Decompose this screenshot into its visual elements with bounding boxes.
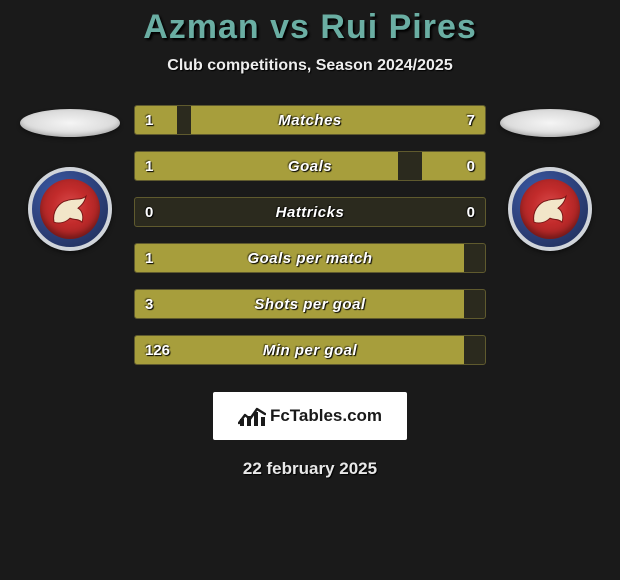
stat-label: Goals per match (135, 244, 485, 273)
player-left-club-crest (28, 167, 112, 251)
dragon-icon (528, 188, 572, 228)
stats-panel: 1Matches71Goals00Hattricks01Goals per ma… (134, 105, 486, 381)
stat-row: 126Min per goal (134, 335, 486, 365)
stat-value-right: 0 (467, 152, 475, 181)
player-right-placeholder (500, 109, 600, 137)
stat-row: 0Hattricks0 (134, 197, 486, 227)
stat-label: Goals (135, 152, 485, 181)
title-vs: vs (260, 8, 321, 46)
stat-label: Min per goal (135, 336, 485, 365)
stat-row: 1Goals per match (134, 243, 486, 273)
player-right-name: Rui Pires (320, 8, 476, 46)
stat-label: Matches (135, 106, 485, 135)
branding-box: FcTables.com (212, 391, 408, 441)
stat-row: 1Matches7 (134, 105, 486, 135)
stat-row: 3Shots per goal (134, 289, 486, 319)
stat-value-right: 7 (467, 106, 475, 135)
player-right-club-crest (508, 167, 592, 251)
stat-value-right: 0 (467, 198, 475, 227)
player-left-name: Azman (143, 8, 259, 46)
comparison-title: Azman vs Rui Pires (0, 8, 620, 47)
brand-text: FcTables.com (270, 406, 382, 426)
player-right-side (498, 105, 602, 251)
player-left-side (18, 105, 122, 251)
comparison-subtitle: Club competitions, Season 2024/2025 (0, 57, 620, 75)
stat-label: Hattricks (135, 198, 485, 227)
player-left-placeholder (20, 109, 120, 137)
brand-chart-icon (238, 405, 266, 427)
stat-row: 1Goals0 (134, 151, 486, 181)
stat-label: Shots per goal (135, 290, 485, 319)
footer-date: 22 february 2025 (0, 459, 620, 479)
dragon-icon (48, 188, 92, 228)
